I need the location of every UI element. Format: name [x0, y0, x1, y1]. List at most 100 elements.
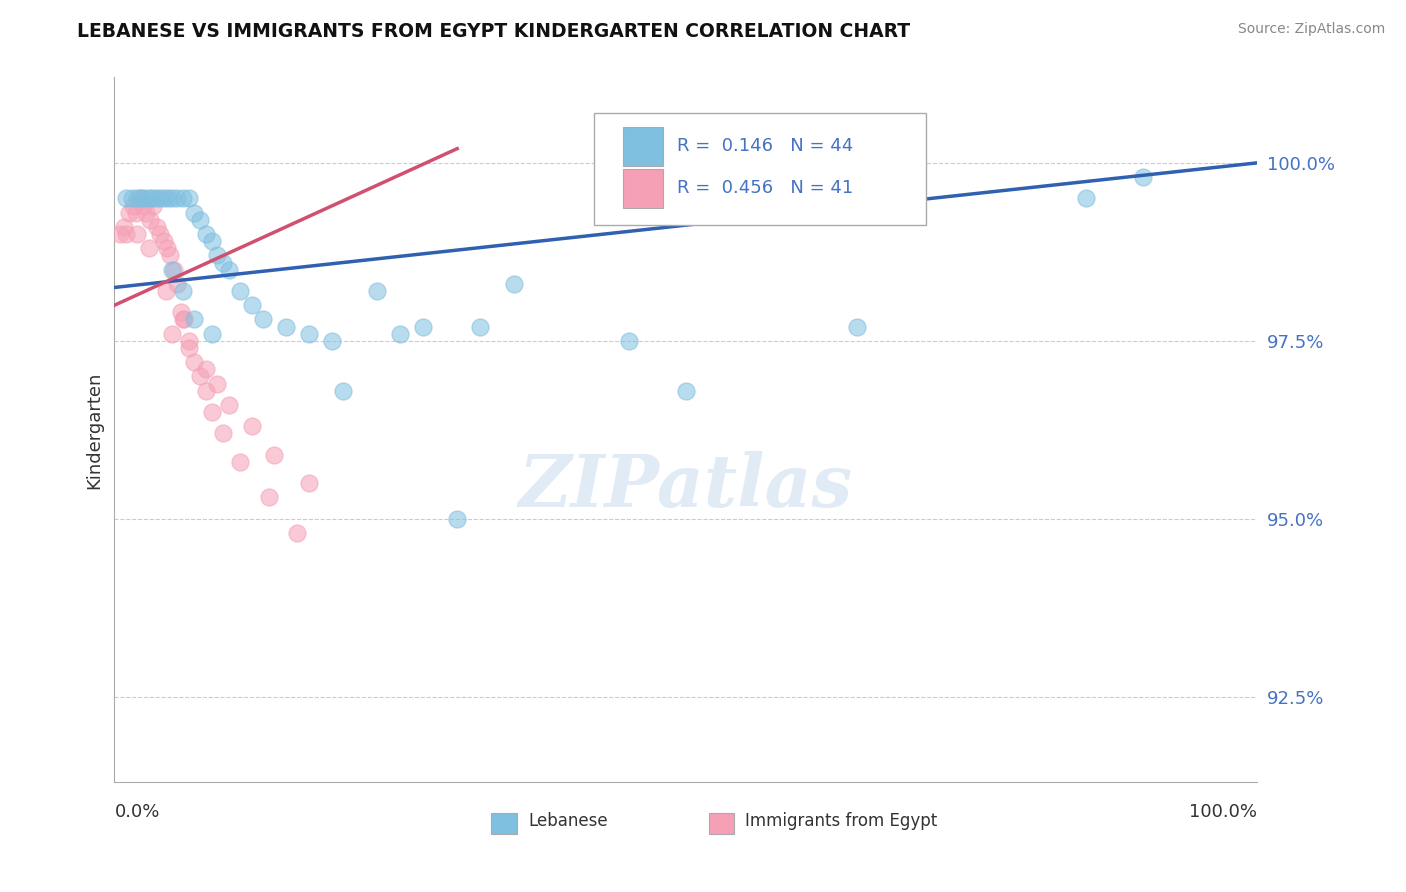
Point: [298, 476, 321, 491]
Point: [160, 326, 183, 341]
Point: [172, 284, 194, 298]
Point: [139, 212, 162, 227]
Point: [298, 326, 321, 341]
Point: [145, 191, 167, 205]
Point: [160, 262, 183, 277]
Point: [115, 191, 138, 205]
Point: [183, 312, 205, 326]
Text: ZIPatlas: ZIPatlas: [519, 450, 853, 522]
FancyBboxPatch shape: [492, 813, 516, 834]
Point: [121, 191, 143, 205]
Text: 100.0%: 100.0%: [1189, 804, 1257, 822]
Point: [125, 205, 148, 219]
Point: [172, 191, 194, 205]
Point: [132, 198, 155, 212]
Text: R =  0.456   N = 41: R = 0.456 N = 41: [676, 179, 853, 197]
Point: [166, 191, 188, 205]
Point: [200, 234, 222, 248]
Point: [212, 426, 235, 441]
Point: [218, 262, 240, 277]
Point: [149, 227, 172, 241]
Text: R =  0.146   N = 44: R = 0.146 N = 44: [676, 137, 853, 155]
Point: [127, 227, 149, 241]
Point: [617, 334, 640, 348]
Point: [212, 255, 235, 269]
Point: [177, 341, 200, 355]
Point: [285, 526, 308, 541]
Point: [1074, 191, 1097, 205]
FancyBboxPatch shape: [595, 112, 925, 226]
FancyBboxPatch shape: [709, 813, 734, 834]
Point: [145, 219, 167, 234]
Point: [188, 369, 211, 384]
Point: [128, 191, 150, 205]
Point: [155, 284, 177, 298]
Point: [229, 284, 252, 298]
Point: [183, 205, 205, 219]
Point: [412, 319, 434, 334]
FancyBboxPatch shape: [623, 127, 662, 166]
Text: Source: ZipAtlas.com: Source: ZipAtlas.com: [1237, 22, 1385, 37]
Point: [115, 227, 138, 241]
Point: [121, 198, 143, 212]
Point: [138, 241, 160, 255]
Point: [252, 312, 274, 326]
Point: [142, 198, 165, 212]
Point: [200, 326, 222, 341]
Point: [846, 319, 869, 334]
Point: [135, 205, 157, 219]
Point: [194, 227, 217, 241]
Point: [134, 191, 156, 205]
Point: [156, 241, 179, 255]
Point: [240, 298, 263, 312]
Point: [118, 205, 141, 219]
Point: [152, 191, 174, 205]
Y-axis label: Kindergarten: Kindergarten: [86, 371, 103, 489]
Point: [141, 191, 163, 205]
FancyBboxPatch shape: [623, 169, 662, 208]
Point: [207, 376, 229, 391]
Point: [160, 191, 183, 205]
Point: [446, 512, 468, 526]
Point: [108, 227, 131, 241]
Point: [218, 398, 240, 412]
Point: [177, 334, 200, 348]
Point: [274, 319, 297, 334]
Point: [263, 448, 285, 462]
Text: LEBANESE VS IMMIGRANTS FROM EGYPT KINDERGARTEN CORRELATION CHART: LEBANESE VS IMMIGRANTS FROM EGYPT KINDER…: [77, 22, 911, 41]
Point: [675, 384, 697, 398]
Point: [129, 191, 152, 205]
Text: Lebanese: Lebanese: [529, 812, 607, 830]
Point: [157, 191, 180, 205]
Point: [321, 334, 343, 348]
Point: [159, 248, 181, 262]
Text: 0.0%: 0.0%: [114, 804, 160, 822]
Point: [172, 312, 194, 326]
Point: [112, 219, 135, 234]
Point: [166, 277, 188, 291]
Point: [332, 384, 354, 398]
Point: [200, 405, 222, 419]
Point: [1132, 170, 1154, 185]
Point: [468, 319, 491, 334]
Point: [152, 234, 174, 248]
Point: [207, 248, 229, 262]
Point: [389, 326, 412, 341]
Point: [194, 362, 217, 376]
Point: [366, 284, 388, 298]
Point: [138, 191, 160, 205]
Point: [183, 355, 205, 369]
Point: [194, 384, 217, 398]
Point: [149, 191, 172, 205]
Point: [163, 262, 186, 277]
Point: [173, 312, 195, 326]
Point: [229, 455, 252, 469]
Point: [127, 191, 149, 205]
Text: Immigrants from Egypt: Immigrants from Egypt: [745, 812, 938, 830]
Point: [177, 191, 200, 205]
Point: [257, 491, 280, 505]
Point: [240, 419, 263, 434]
Point: [188, 212, 211, 227]
Point: [170, 305, 193, 319]
Point: [503, 277, 526, 291]
